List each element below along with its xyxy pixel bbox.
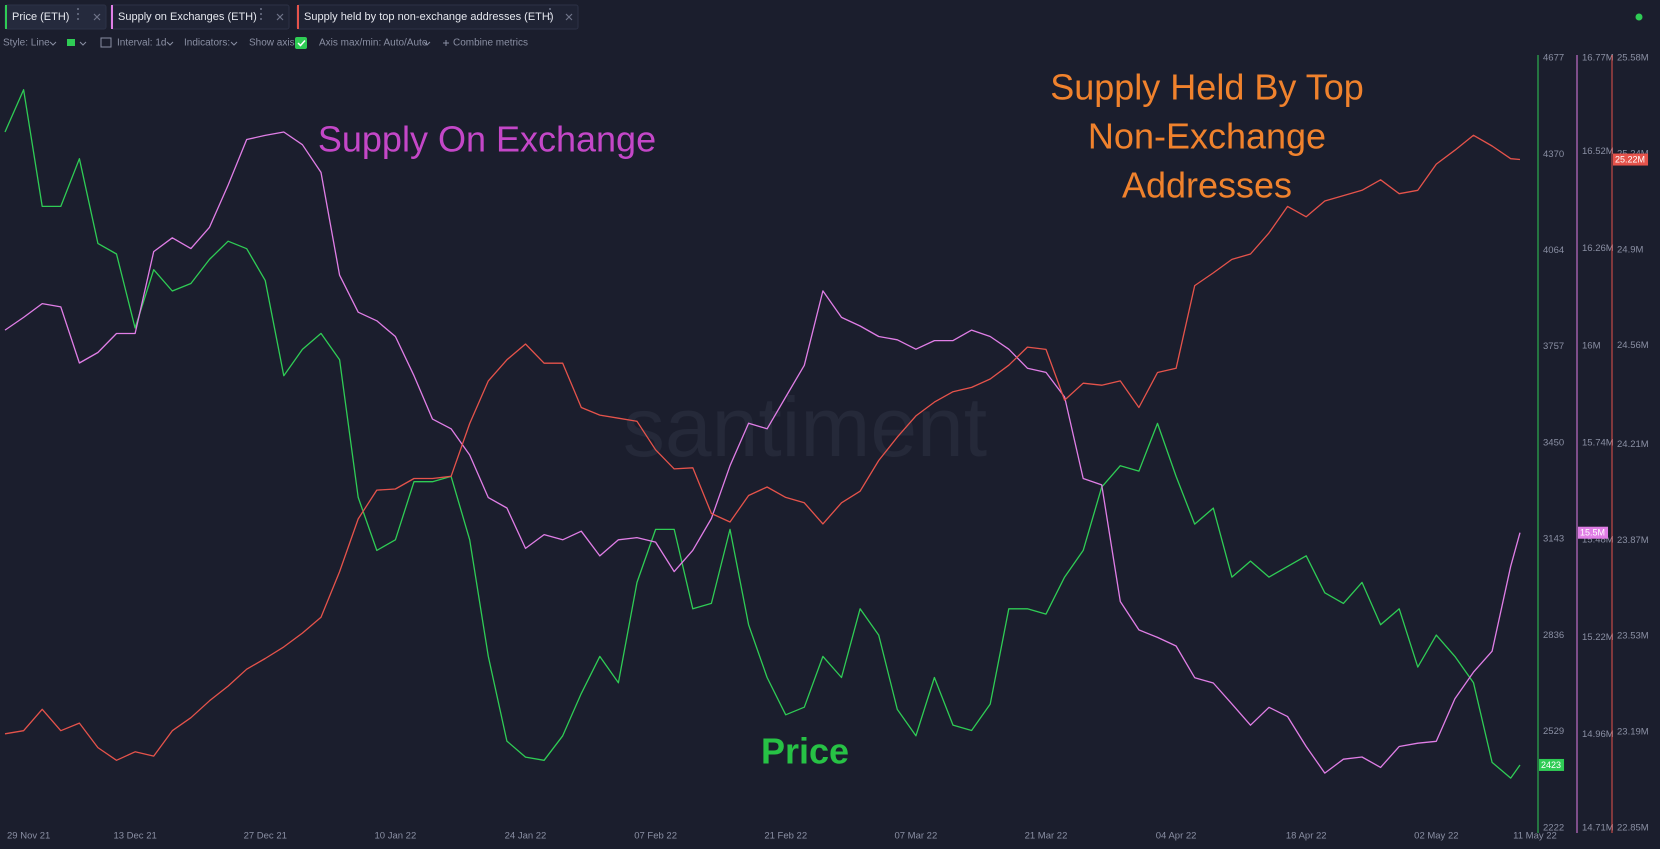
- series-line: [4, 131, 1521, 774]
- legend-label: Supply held by top non-exchange addresse…: [304, 11, 553, 23]
- indicators-select[interactable]: Indicators:: [184, 38, 230, 49]
- tab-color: [111, 5, 113, 29]
- y-tick-label: 4370: [1543, 149, 1564, 160]
- y-tick-label: 23.53M: [1617, 631, 1649, 642]
- badge-bg: [1613, 153, 1649, 166]
- toolbar: Style: Line Interval: 1d Indicators: Sho…: [3, 37, 528, 49]
- badge-label: 15.5M: [1580, 528, 1605, 538]
- metric-tab[interactable]: Supply on Exchanges (ETH): [110, 4, 290, 30]
- y-tick-label: 24.9M: [1617, 244, 1643, 255]
- y-tick-label: 23.87M: [1617, 535, 1649, 546]
- combine-metrics[interactable]: Combine metrics: [453, 38, 528, 49]
- menu-dot: [549, 18, 551, 20]
- interval-select[interactable]: Interval: 1d: [117, 38, 166, 49]
- y-tick-label: 4677: [1543, 53, 1564, 64]
- close-icon[interactable]: [565, 13, 573, 21]
- tab-color: [5, 5, 7, 29]
- y-tick-label: 3143: [1543, 534, 1564, 545]
- x-tick-label: 07 Mar 22: [894, 831, 937, 842]
- annotation: Supply On Exchange: [318, 119, 656, 160]
- close-icon[interactable]: [93, 13, 101, 21]
- x-tick-label: 27 Dec 21: [244, 831, 287, 842]
- y-tick-label: 24.56M: [1617, 340, 1649, 351]
- y-tick-label: 16.77M: [1582, 53, 1614, 64]
- y-tick-label: 24.21M: [1617, 439, 1649, 450]
- close-icon[interactable]: [276, 13, 284, 21]
- metric-tab[interactable]: Supply held by top non-exchange addresse…: [296, 4, 579, 30]
- chevron: [79, 41, 87, 46]
- y-tick-label: 25.58M: [1617, 53, 1649, 64]
- menu-dot: [549, 13, 551, 15]
- legend-label: Supply on Exchanges (ETH): [118, 11, 257, 23]
- current-value-badge: 25.22M: [1613, 153, 1649, 166]
- badge-bg: [1578, 526, 1609, 539]
- chevron: [49, 41, 57, 46]
- x-tick-label: 10 Jan 22: [375, 831, 417, 842]
- x-tick-label: 21 Feb 22: [764, 831, 807, 842]
- x-tick-label: 07 Feb 22: [634, 831, 677, 842]
- badge-bg: [1539, 758, 1565, 771]
- x-tick-label: 18 Apr 22: [1286, 831, 1327, 842]
- checkmark: [297, 39, 306, 47]
- menu-dot: [260, 13, 262, 15]
- annotation: Non-Exchange: [1088, 116, 1326, 157]
- y-tick-label: 2836: [1543, 630, 1564, 641]
- x-tick-label: 11 May 22: [1513, 831, 1557, 842]
- y-tick-label: 3450: [1543, 437, 1564, 448]
- menu-dot: [77, 18, 79, 20]
- style-select[interactable]: Style: Line: [3, 38, 50, 49]
- y-tick-label: 15.22M: [1582, 632, 1614, 643]
- chevron: [166, 41, 174, 46]
- x-tick-label: 04 Apr 22: [1156, 831, 1197, 842]
- annotation: Price: [761, 731, 849, 772]
- annotation: Addresses: [1122, 165, 1292, 206]
- metric-tab[interactable]: Price (ETH): [4, 4, 107, 30]
- y-tick-label: 16.52M: [1582, 146, 1614, 157]
- y-tick-label: 14.96M: [1582, 729, 1614, 740]
- watermark: santiment: [623, 380, 987, 474]
- current-value-badge: 2423: [1539, 758, 1565, 771]
- menu-dot: [260, 18, 262, 20]
- badge-label: 2423: [1541, 760, 1561, 770]
- chevron: [423, 41, 431, 46]
- y-tick-label: 23.19M: [1617, 727, 1649, 738]
- y-tick-label: 14.71M: [1582, 823, 1614, 834]
- y-tick-label: 15.74M: [1582, 438, 1614, 449]
- menu-dot: [260, 8, 262, 10]
- x-tick-label: 13 Dec 21: [113, 831, 156, 842]
- current-value-badge: 15.5M: [1578, 526, 1609, 539]
- menu-dot: [77, 13, 79, 15]
- plus-icon: [443, 40, 449, 46]
- y-tick-label: 2529: [1543, 726, 1564, 737]
- calendar-icon: [100, 37, 112, 48]
- annotation: Supply Held By Top: [1050, 67, 1364, 108]
- y-tick-label: 22.85M: [1617, 823, 1649, 834]
- show-axis-label: Show axis: [249, 38, 295, 49]
- y-tick-label: 15.48M: [1582, 535, 1614, 546]
- legend-label: Price (ETH): [12, 11, 69, 23]
- y-tick-label: 16M: [1582, 340, 1601, 351]
- x-tick-label: 24 Jan 22: [505, 831, 547, 842]
- y-tick-label: 2222: [1543, 823, 1564, 834]
- menu-dot: [549, 8, 551, 10]
- series-line: [4, 89, 1521, 779]
- series-line: [4, 134, 1521, 761]
- y-tick-label: 16.26M: [1582, 243, 1614, 254]
- tab-color: [297, 5, 299, 29]
- axis-minmax-select[interactable]: Axis max/min: Auto/Auto: [319, 38, 428, 49]
- y-tick-label: 4064: [1543, 245, 1564, 256]
- status-dot: [1635, 13, 1643, 21]
- x-tick-label: 02 May 22: [1414, 831, 1458, 842]
- chevron: [230, 41, 238, 46]
- menu-dot: [77, 8, 79, 10]
- badge-label: 25.22M: [1615, 154, 1645, 164]
- x-tick-label: 29 Nov 21: [7, 831, 50, 842]
- show-axis-checkbox[interactable]: [295, 37, 307, 49]
- x-tick-label: 21 Mar 22: [1025, 831, 1068, 842]
- color-select[interactable]: [67, 39, 75, 46]
- y-tick-label: 3757: [1543, 341, 1564, 352]
